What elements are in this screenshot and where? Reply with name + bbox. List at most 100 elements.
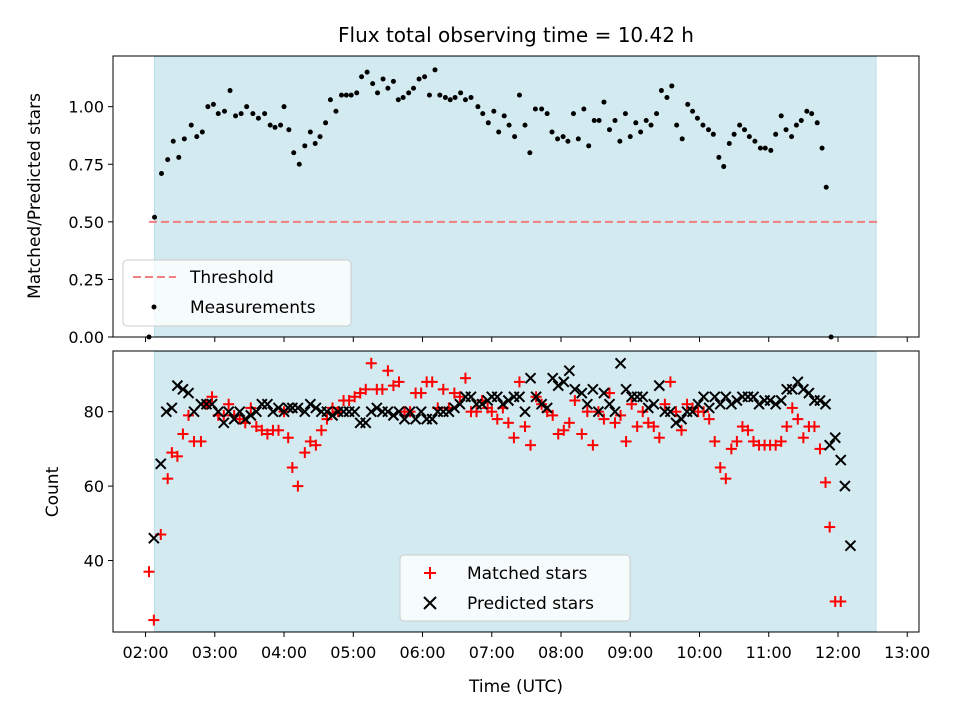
- matched-point-77: [569, 395, 581, 407]
- predicted-point-39: [365, 405, 377, 418]
- predicted-point-27: [299, 405, 311, 418]
- predicted-point-53: [443, 405, 455, 418]
- matched-point-43: [382, 365, 394, 377]
- matched-point-59: [471, 406, 483, 418]
- measurement-point-56: [447, 97, 453, 103]
- measurement-point-77: [560, 134, 566, 140]
- matched-point-118: [797, 432, 809, 444]
- measurement-point-124: [804, 108, 810, 114]
- measurement-point-43: [380, 76, 386, 82]
- predicted-point-99: [697, 391, 710, 403]
- bottom-y-tick-label-2: 80: [84, 403, 104, 422]
- top-measurement-points: [146, 67, 834, 340]
- matched-point-91: [648, 421, 660, 433]
- measurement-point-87: [612, 117, 618, 123]
- predicted-point-55: [454, 398, 466, 410]
- measurement-point-16: [238, 111, 244, 117]
- predicted-point-79: [587, 383, 599, 396]
- measurement-point-107: [716, 154, 722, 160]
- predicted-point-123: [829, 432, 841, 444]
- matched-point-62: [486, 406, 498, 418]
- predicted-point-76: [569, 383, 581, 396]
- measurement-point-76: [555, 136, 561, 142]
- matched-point-38: [354, 387, 366, 399]
- matched-point-44: [387, 380, 399, 392]
- measurement-point-117: [768, 147, 774, 153]
- matched-point-42: [376, 383, 388, 395]
- predicted-point-77: [576, 387, 588, 399]
- top-y-tick-label-3: 0.75: [68, 155, 104, 174]
- matched-point-95: [670, 406, 682, 418]
- matched-point-5: [171, 450, 183, 462]
- matched-point-1: [148, 614, 160, 626]
- matched-point-97: [681, 398, 693, 410]
- measurement-point-14: [227, 88, 233, 94]
- matched-point-104: [720, 473, 732, 485]
- measurement-point-11: [210, 101, 216, 107]
- predicted-point-24: [282, 402, 294, 414]
- predicted-point-4: [171, 379, 184, 392]
- measurement-point-105: [705, 127, 711, 133]
- matched-point-20: [256, 424, 268, 436]
- top-panel: 0.00 0.25 0.50 0.75 1.00 Flux total observin…: [25, 23, 920, 347]
- predicted-point-105: [731, 394, 743, 407]
- predicted-point-93: [664, 405, 677, 418]
- matched-point-36: [343, 395, 355, 407]
- matched-point-79: [581, 406, 593, 418]
- measurement-point-125: [809, 111, 815, 117]
- bottom-x-tick-label-10: 12:00: [815, 643, 861, 662]
- predicted-point-101: [709, 391, 721, 403]
- matched-point-122: [820, 476, 832, 488]
- measurement-point-29: [307, 129, 313, 135]
- bottom-y-axis-label: Count: [43, 466, 63, 517]
- bottom-x-tick-label-5: 07:00: [469, 643, 515, 662]
- measurement-point-54: [437, 92, 443, 98]
- predicted-point-6: [182, 387, 195, 399]
- measurement-point-114: [752, 138, 758, 144]
- predicted-point-48: [415, 405, 427, 418]
- matched-point-83: [603, 387, 615, 399]
- measurement-point-31: [317, 134, 323, 140]
- matched-point-67: [513, 376, 525, 388]
- predicted-point-47: [409, 413, 422, 425]
- measurement-point-101: [685, 101, 691, 107]
- measurement-point-69: [516, 92, 522, 98]
- predicted-point-21: [267, 405, 279, 418]
- matched-point-40: [365, 357, 377, 369]
- measurement-point-28: [302, 143, 308, 149]
- predicted-point-120: [814, 394, 826, 407]
- measurement-point-4: [170, 138, 176, 144]
- legend-predicted-swatch: [423, 596, 437, 610]
- matched-point-57: [459, 372, 471, 384]
- matched-point-55: [448, 387, 460, 399]
- measurement-point-7: [188, 122, 194, 128]
- predicted-point-73: [552, 379, 564, 392]
- predicted-point-83: [609, 405, 621, 418]
- predicted-point-71: [541, 402, 553, 414]
- measurement-point-66: [501, 113, 507, 119]
- measurement-point-59: [462, 97, 468, 103]
- matched-point-88: [631, 421, 643, 433]
- measurement-point-81: [581, 106, 587, 112]
- measurement-point-18: [250, 111, 256, 117]
- predicted-point-115: [786, 383, 798, 396]
- measurement-point-61: [475, 104, 481, 110]
- predicted-point-126: [844, 539, 857, 552]
- top-y-axis-label: Matched/Predicted stars: [25, 93, 45, 299]
- measurement-point-122: [793, 122, 799, 128]
- matched-point-84: [609, 417, 621, 429]
- predicted-point-81: [598, 387, 610, 399]
- measurement-point-3: [165, 157, 171, 163]
- predicted-point-66: [513, 391, 526, 403]
- matched-point-68: [519, 421, 531, 433]
- predicted-point-124: [835, 454, 847, 466]
- matched-point-16: [234, 413, 246, 425]
- measurement-point-80: [575, 136, 581, 142]
- bottom-y-tick-label-1: 60: [84, 477, 104, 496]
- measurement-point-55: [442, 94, 448, 100]
- measurement-point-6: [181, 136, 187, 142]
- measurement-point-100: [679, 136, 685, 142]
- measurement-point-33: [327, 97, 333, 103]
- matched-point-82: [598, 413, 610, 425]
